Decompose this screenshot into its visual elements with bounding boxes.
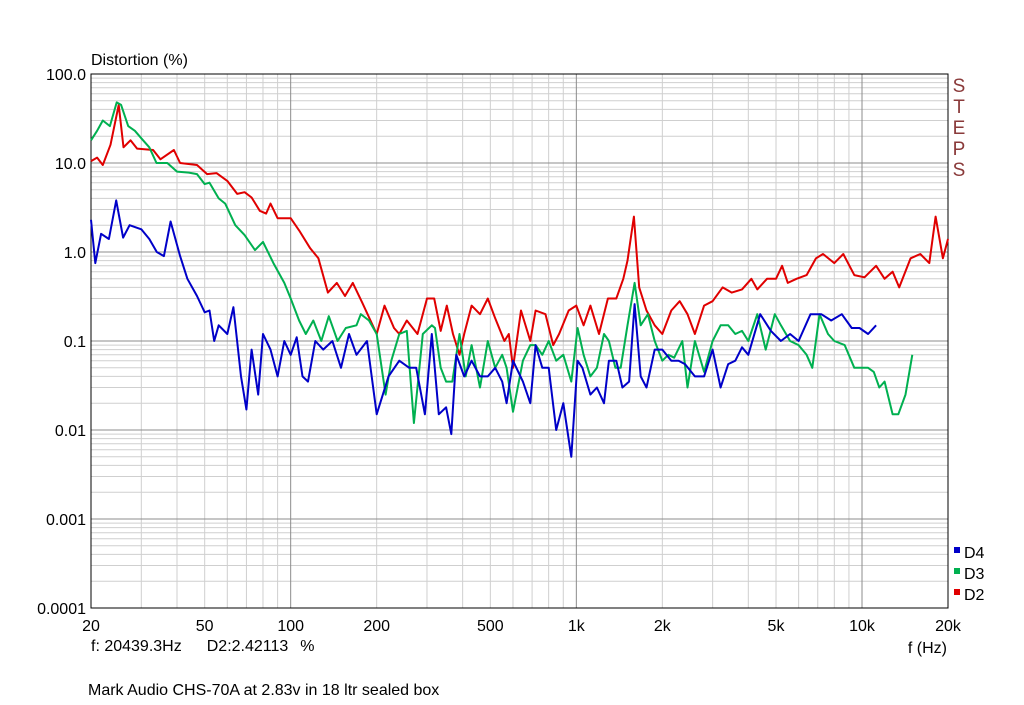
y-tick-label: 0.01 bbox=[55, 423, 86, 440]
x-tick-labels: 20 50 100 200 500 1k 2k 5k 10k 20k bbox=[82, 618, 962, 635]
cursor-unit: % bbox=[300, 638, 315, 655]
series-line-d2 bbox=[90, 103, 949, 369]
legend-swatch-d4 bbox=[954, 547, 960, 553]
y-tick-label: 0.1 bbox=[64, 334, 86, 351]
brand-letter: P bbox=[953, 139, 966, 160]
series-line-d4 bbox=[90, 199, 877, 458]
series-layer bbox=[90, 101, 949, 458]
plot-frame bbox=[90, 73, 949, 609]
x-tick-label: 100 bbox=[277, 618, 304, 635]
brand-letter: E bbox=[953, 118, 966, 139]
cursor-frequency: f: 20439.3Hz bbox=[91, 638, 182, 655]
x-tick-label: 200 bbox=[363, 618, 390, 635]
x-tick-label: 500 bbox=[477, 618, 504, 635]
cursor-readout: f: 20439.3Hz D2:2.42113% bbox=[91, 638, 315, 656]
x-tick-label: 5k bbox=[768, 618, 786, 635]
legend-label-d2: D2 bbox=[964, 587, 985, 604]
x-tick-label: 1k bbox=[568, 618, 586, 635]
legend: D4 D3 D2 bbox=[954, 545, 985, 604]
y-tick-label: 100.0 bbox=[46, 67, 86, 84]
brand-letter: S bbox=[953, 76, 966, 97]
legend-label-d3: D3 bbox=[964, 566, 985, 583]
series-line-d3 bbox=[90, 101, 914, 424]
legend-swatch-d2 bbox=[954, 589, 960, 595]
y-tick-labels: 100.0 10.0 1.0 0.1 0.01 0.001 0.0001 bbox=[37, 67, 86, 618]
brand-letter: S bbox=[953, 160, 966, 181]
y-tick-label: 10.0 bbox=[55, 156, 86, 173]
chart-caption: Mark Audio CHS-70A at 2.83v in 18 ltr se… bbox=[88, 682, 440, 699]
x-tick-label: 2k bbox=[654, 618, 672, 635]
x-tick-label: 20k bbox=[935, 618, 962, 635]
cursor-value: D2:2.42113 bbox=[206, 638, 289, 655]
x-tick-label: 50 bbox=[196, 618, 214, 635]
y-tick-label: 0.001 bbox=[46, 512, 86, 529]
y-axis-label: Distortion (%) bbox=[91, 52, 188, 69]
legend-swatch-d3 bbox=[954, 568, 960, 574]
legend-label-d4: D4 bbox=[964, 545, 985, 562]
x-tick-label: 20 bbox=[82, 618, 100, 635]
y-tick-label: 1.0 bbox=[64, 245, 86, 262]
x-axis-label: f (Hz) bbox=[908, 640, 947, 657]
y-tick-label: 0.0001 bbox=[37, 601, 86, 618]
brand-letter: T bbox=[953, 97, 965, 118]
x-tick-label: 10k bbox=[849, 618, 876, 635]
